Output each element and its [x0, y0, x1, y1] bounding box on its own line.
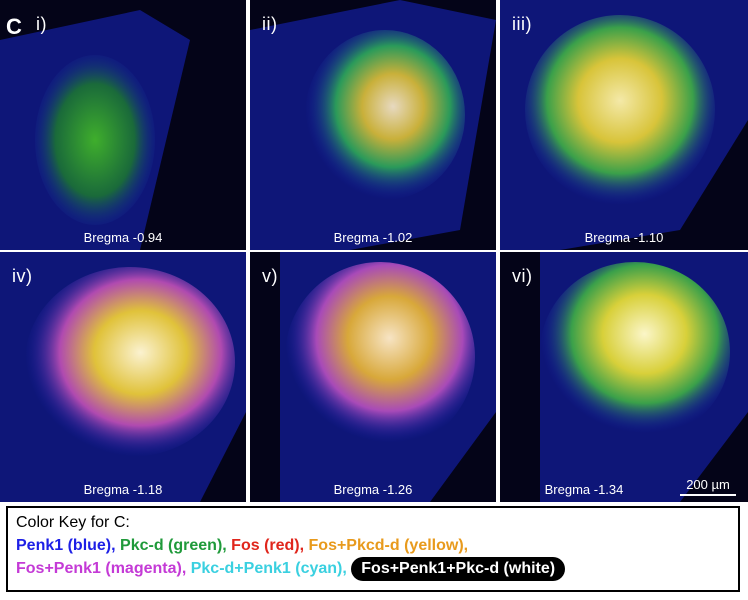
panel-numeral: ii): [262, 14, 278, 34]
key-entry-fos-pkcd: Fos+Pkcd-d (yellow),: [308, 537, 469, 554]
panel-numeral: iv): [12, 266, 33, 286]
micrograph-2: [250, 0, 496, 250]
key-entry-penk1: Penk1 (blue),: [16, 537, 116, 554]
panel-5: v) Bregma -1.26: [250, 252, 496, 502]
bregma-label: Bregma -1.02: [333, 230, 413, 245]
color-key: Color Key for C: Penk1 (blue), Pkc-d (gr…: [6, 506, 740, 592]
scale-bar: 200 µm: [680, 477, 736, 496]
key-entry-triple-label: Fos+Penk1+Pkc-d (white): [361, 560, 556, 577]
micrograph-5: [250, 252, 496, 502]
micrograph-4: [0, 252, 246, 502]
scale-bar-label: 200 µm: [686, 477, 730, 492]
panel-numeral: i): [36, 14, 47, 34]
panel-6: vi) Bregma -1.34 200 µm: [500, 252, 748, 502]
scale-bar-line: [680, 494, 736, 496]
panel-1: C i) Bregma -0.94: [0, 0, 246, 250]
panel-2: ii) Bregma -1.02: [250, 0, 496, 250]
bregma-label: Bregma -1.26: [333, 482, 413, 497]
key-entry-fos: Fos (red),: [231, 537, 305, 554]
micrograph-1: [0, 0, 246, 250]
key-entry-triple: Fos+Penk1+Pkc-d (white): [351, 557, 566, 581]
color-key-line-1: Penk1 (blue), Pkc-d (green), Fos (red), …: [16, 535, 730, 557]
panel-numeral: v): [262, 266, 278, 286]
figure-label: C: [6, 14, 22, 39]
panel-numeral: vi): [512, 266, 533, 286]
color-key-title: Color Key for C:: [16, 514, 130, 531]
panel-4: iv) Bregma -1.18: [0, 252, 246, 502]
color-key-line-2: Fos+Penk1 (magenta), Pkc-d+Penk1 (cyan),…: [16, 557, 730, 581]
key-entry-pkcd-penk1: Pkc-d+Penk1 (cyan),: [190, 560, 347, 577]
key-entry-fos-penk1: Fos+Penk1 (magenta),: [16, 560, 187, 577]
bregma-label: Bregma -0.94: [83, 230, 163, 245]
micrograph-3: [500, 0, 748, 250]
bregma-label: Bregma -1.34: [544, 482, 624, 497]
micrograph-grid: C i) Bregma -0.94 ii) Bregma -1.02: [0, 0, 748, 502]
key-entry-pkcd: Pkc-d (green),: [120, 537, 227, 554]
panel-numeral: iii): [512, 14, 532, 34]
micrograph-6: [500, 252, 748, 502]
bregma-label: Bregma -1.10: [584, 230, 664, 245]
panel-3: iii) Bregma -1.10: [500, 0, 748, 250]
bregma-label: Bregma -1.18: [83, 482, 163, 497]
